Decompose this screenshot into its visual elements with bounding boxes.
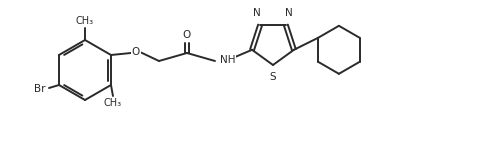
Text: CH₃: CH₃ bbox=[104, 98, 122, 108]
Text: NH: NH bbox=[220, 55, 236, 65]
Text: N: N bbox=[285, 8, 293, 18]
Text: CH₃: CH₃ bbox=[76, 16, 94, 26]
Text: O: O bbox=[183, 30, 191, 40]
Text: O: O bbox=[132, 47, 140, 57]
Text: S: S bbox=[270, 72, 276, 82]
Text: N: N bbox=[253, 8, 261, 18]
Text: Br: Br bbox=[33, 84, 45, 94]
